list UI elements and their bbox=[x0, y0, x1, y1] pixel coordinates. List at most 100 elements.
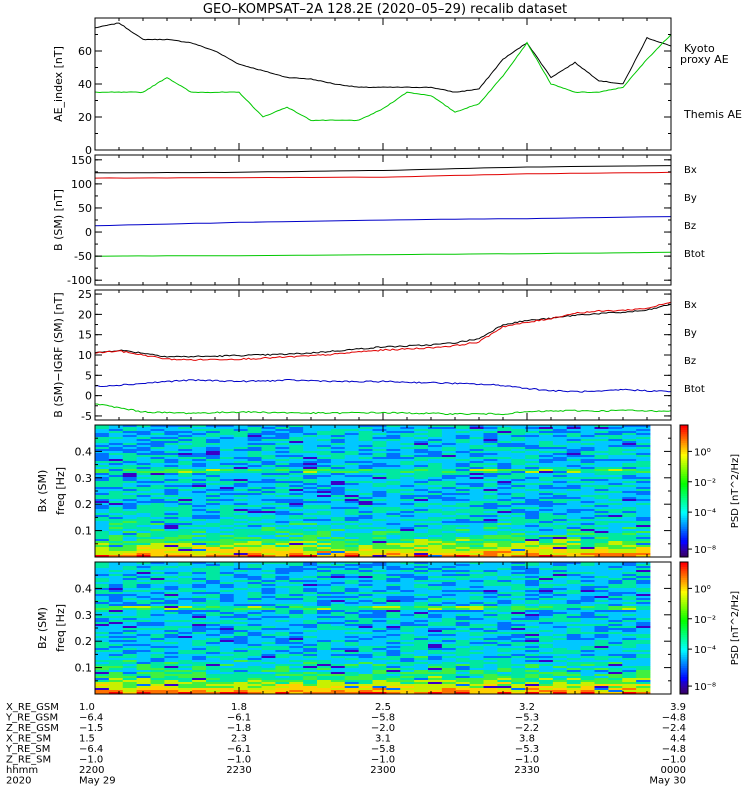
psd-cell bbox=[317, 632, 332, 635]
psd-cell bbox=[303, 582, 318, 585]
psd-cell bbox=[622, 531, 637, 534]
psd-cell bbox=[233, 588, 249, 591]
psd-cell bbox=[428, 503, 443, 506]
psd-cell bbox=[469, 431, 484, 434]
psd-cell bbox=[108, 433, 124, 436]
psd-cell bbox=[511, 471, 526, 474]
colorbar-segment bbox=[680, 543, 688, 547]
psd-cell bbox=[636, 576, 651, 579]
colorbar-segment bbox=[680, 425, 688, 428]
psd-cell bbox=[192, 620, 207, 623]
psd-cell bbox=[247, 437, 262, 440]
psd-cell bbox=[497, 638, 512, 641]
psd-cell bbox=[344, 604, 360, 607]
psd-cell bbox=[455, 618, 471, 621]
psd-cell bbox=[150, 517, 165, 520]
psd-cell bbox=[636, 610, 651, 613]
psd-cell bbox=[386, 481, 401, 484]
psd-cell bbox=[122, 455, 138, 458]
psd-cell bbox=[344, 529, 360, 532]
psd-cell bbox=[206, 493, 221, 496]
psd-cell bbox=[594, 487, 609, 490]
psd-cell bbox=[233, 642, 249, 645]
psd-cell bbox=[414, 533, 429, 536]
psd-cell bbox=[428, 427, 443, 430]
psd-cell bbox=[178, 467, 193, 470]
psd-cell bbox=[358, 493, 373, 496]
psd-cell bbox=[552, 610, 568, 613]
psd-cell bbox=[164, 570, 179, 573]
psd-cell bbox=[233, 562, 249, 565]
psd-cell bbox=[330, 479, 346, 482]
psd-cell bbox=[330, 511, 346, 514]
psd-row bbox=[95, 511, 651, 514]
psd-cell bbox=[594, 521, 609, 524]
psd-cell bbox=[622, 594, 637, 597]
psd-cell bbox=[206, 433, 221, 436]
psd-cell bbox=[206, 590, 221, 593]
psd-cell bbox=[206, 463, 221, 466]
psd-cell bbox=[178, 463, 193, 466]
psd-cell bbox=[497, 501, 512, 504]
psd-cell bbox=[414, 632, 429, 635]
psd-cell bbox=[497, 572, 512, 575]
psd-cell bbox=[608, 429, 623, 432]
psd-cell bbox=[441, 465, 457, 468]
psd-cell bbox=[608, 620, 623, 623]
psd-cell bbox=[233, 628, 249, 631]
psd-cell bbox=[108, 545, 124, 548]
psd-cell bbox=[95, 578, 110, 581]
psd-cell bbox=[386, 590, 401, 593]
psd-cell bbox=[136, 626, 151, 629]
psd-cell bbox=[330, 459, 346, 462]
psd-cell bbox=[386, 465, 401, 468]
psd-cell bbox=[636, 463, 651, 466]
psd-cell bbox=[247, 586, 262, 589]
psd-cell bbox=[95, 628, 110, 631]
psd-cell bbox=[330, 487, 346, 490]
psd-cell bbox=[303, 499, 318, 502]
psd-cell bbox=[525, 600, 540, 603]
psd-cell bbox=[108, 447, 124, 450]
psd-cell bbox=[219, 483, 235, 486]
psd-cell bbox=[594, 634, 609, 637]
psd-cell bbox=[178, 457, 193, 460]
psd-cell bbox=[594, 445, 609, 448]
psd-cell bbox=[289, 495, 304, 498]
psd-cell bbox=[608, 578, 623, 581]
psd-cell bbox=[275, 467, 290, 470]
psd-cell bbox=[511, 630, 526, 633]
psd-cell bbox=[386, 511, 401, 514]
psd-cell bbox=[275, 499, 290, 502]
psd-cell bbox=[358, 495, 373, 498]
psd-cell bbox=[289, 503, 304, 506]
psd-cell bbox=[303, 523, 318, 526]
psd-cell bbox=[344, 463, 360, 466]
psd-cell bbox=[303, 437, 318, 440]
psd-cell bbox=[358, 431, 373, 434]
psd-cell bbox=[636, 477, 651, 480]
psd-cell bbox=[594, 604, 609, 607]
psd-cell bbox=[622, 650, 637, 653]
psd-cell bbox=[150, 523, 165, 526]
psd-cell bbox=[247, 477, 262, 480]
psd-cell bbox=[247, 445, 262, 448]
psd-cell bbox=[566, 604, 582, 607]
psd-cell bbox=[233, 475, 249, 478]
psd-cell bbox=[122, 521, 138, 524]
psd-cell bbox=[594, 586, 609, 589]
psd-cell bbox=[372, 439, 387, 442]
psd-cell bbox=[414, 501, 429, 504]
psd-cell bbox=[552, 431, 568, 434]
psd-cell bbox=[441, 549, 457, 552]
psd-cell bbox=[122, 634, 138, 637]
psd-cell bbox=[566, 447, 582, 450]
psd-cell bbox=[330, 489, 346, 492]
psd-cell bbox=[469, 604, 484, 607]
psd-cell bbox=[428, 539, 443, 542]
psd-cell bbox=[108, 525, 124, 528]
colorbar-segment bbox=[680, 484, 688, 488]
psd-cell bbox=[636, 519, 651, 522]
psd-cell bbox=[150, 582, 165, 585]
psd-cell bbox=[178, 479, 193, 482]
